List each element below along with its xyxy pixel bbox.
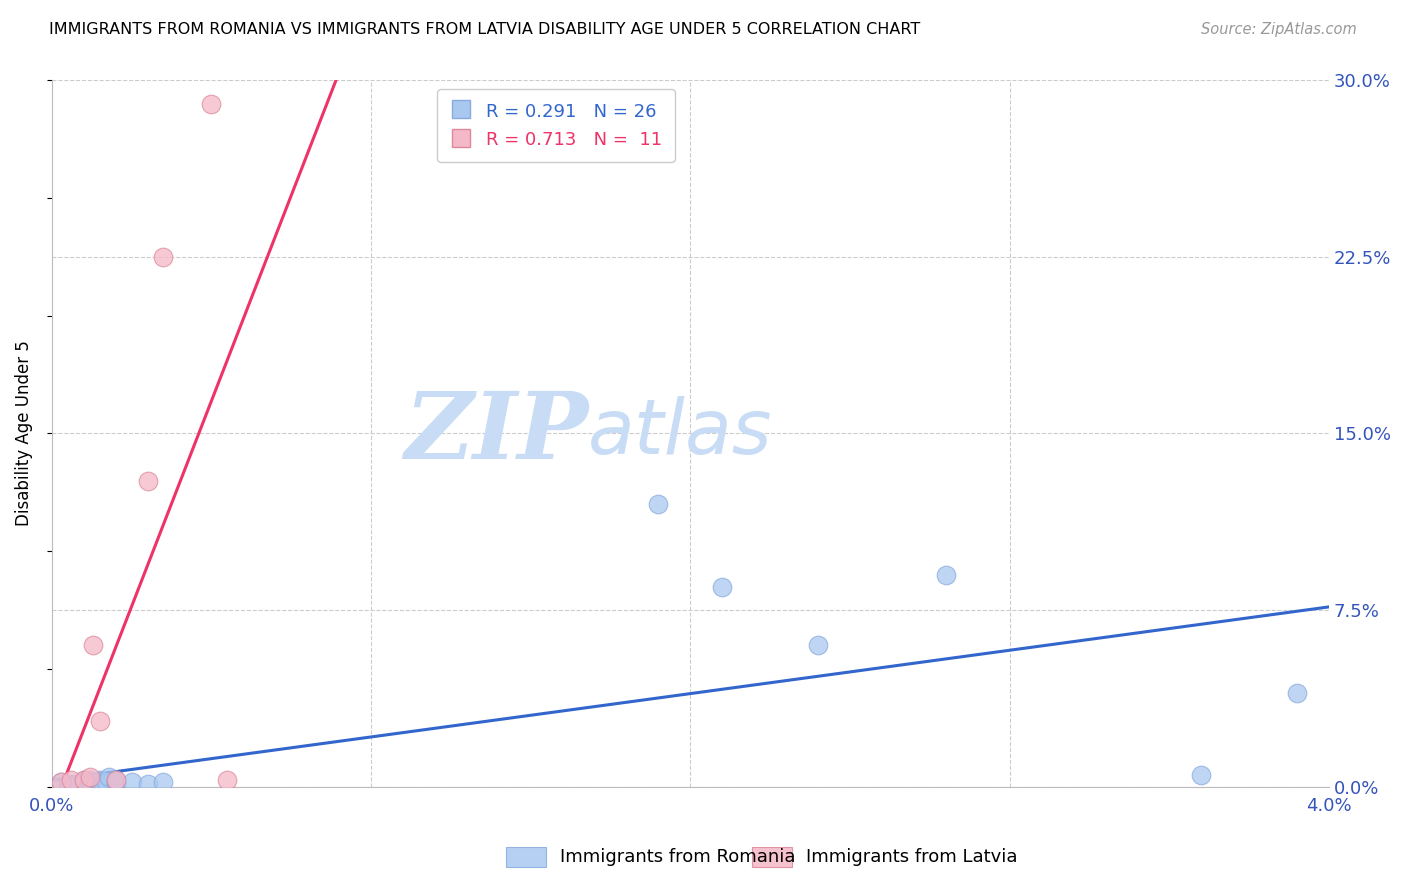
Point	[79, 777, 101, 791]
Point	[79, 772, 101, 787]
Point	[104, 772, 127, 787]
Point	[104, 775, 127, 789]
Point	[86, 777, 108, 791]
Text: ZIP: ZIP	[404, 388, 588, 478]
Point	[89, 714, 111, 728]
Point	[51, 775, 73, 789]
Point	[89, 775, 111, 789]
Text: Immigrants from Latvia: Immigrants from Latvia	[806, 848, 1017, 866]
Point	[711, 580, 734, 594]
Point	[647, 497, 669, 511]
Point	[59, 772, 82, 787]
Point	[200, 96, 222, 111]
Point	[935, 567, 957, 582]
Text: Immigrants from Romania: Immigrants from Romania	[560, 848, 794, 866]
Point	[73, 772, 96, 787]
Point	[217, 772, 239, 787]
Point	[152, 775, 174, 789]
Point	[1189, 768, 1212, 782]
Point	[91, 777, 114, 791]
Point	[73, 775, 96, 789]
Point	[51, 775, 73, 789]
Y-axis label: Disability Age Under 5: Disability Age Under 5	[15, 341, 32, 526]
Point	[104, 777, 127, 791]
Point	[121, 775, 143, 789]
Text: atlas: atlas	[588, 396, 772, 470]
Point	[136, 474, 159, 488]
Text: Source: ZipAtlas.com: Source: ZipAtlas.com	[1201, 22, 1357, 37]
Point	[82, 639, 104, 653]
Point	[136, 777, 159, 791]
Point	[89, 777, 111, 791]
Legend: R = 0.291   N = 26, R = 0.713   N =  11: R = 0.291 N = 26, R = 0.713 N = 11	[437, 89, 675, 162]
Point	[79, 771, 101, 785]
Point	[56, 777, 79, 791]
Point	[807, 639, 830, 653]
Text: IMMIGRANTS FROM ROMANIA VS IMMIGRANTS FROM LATVIA DISABILITY AGE UNDER 5 CORRELA: IMMIGRANTS FROM ROMANIA VS IMMIGRANTS FR…	[49, 22, 921, 37]
Point	[98, 771, 121, 785]
Point	[73, 772, 96, 787]
Point	[1285, 685, 1308, 699]
Point	[94, 775, 117, 789]
Point	[152, 250, 174, 264]
Point	[104, 772, 127, 787]
Point	[63, 777, 86, 791]
Point	[89, 772, 111, 787]
